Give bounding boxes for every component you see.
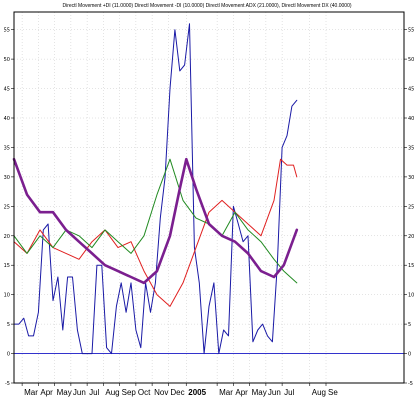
y-tick-label-right: 55	[408, 28, 414, 34]
y-tick-label-right: -5	[408, 381, 413, 387]
y-tick-label-left: 40	[4, 116, 10, 122]
x-tick-label: Se	[328, 388, 338, 397]
y-tick-label-left: 5	[7, 322, 10, 328]
y-tick-label-right: 30	[408, 175, 414, 181]
x-tick-label: Aug	[105, 388, 119, 397]
y-tick-label-left: 30	[4, 175, 10, 181]
chart-title: Directl Movement +DI (11.0000) Directl M…	[62, 3, 351, 9]
y-tick-label-left: 15	[4, 263, 10, 269]
y-tick-label-right: 10	[408, 293, 414, 299]
series-lines	[12, 23, 299, 355]
x-tick-label: Jun	[268, 388, 281, 397]
x-tick-label: May	[252, 388, 267, 397]
x-tick-label: Apr	[235, 388, 248, 397]
x-tick-label: Apr	[40, 388, 53, 397]
y-axis-left: -5 0 5 10 15 20 25 30 35 40 45 50 55	[4, 28, 14, 387]
y-tick-label-right: 40	[408, 116, 414, 122]
x-tick-label: Mar	[24, 388, 38, 397]
y-tick-label-right: 45	[408, 87, 414, 93]
x-tick-label: Dec	[170, 388, 184, 397]
x-tick-label: Oct	[138, 388, 151, 397]
grid	[14, 12, 404, 384]
y-tick-label-right: 15	[408, 263, 414, 269]
y-tick-label-right: 0	[408, 352, 411, 358]
y-tick-label-left: 45	[4, 87, 10, 93]
y-tick-label-left: 20	[4, 234, 10, 240]
x-tick-label: Jul	[89, 388, 99, 397]
y-tick-label-left: 0	[7, 352, 10, 358]
plot-border	[13, 11, 405, 384]
x-tick-label: Aug	[312, 388, 326, 397]
y-tick-label-left: 25	[4, 204, 10, 210]
series-line-2	[276, 99, 298, 266]
y-tick-label-left: 10	[4, 293, 10, 299]
x-axis: Mar Apr May Jun Jul Aug Sep Oct Nov Dec 2005 Mar Apr…	[21, 383, 338, 397]
x-tick-label: Sep	[122, 388, 137, 397]
y-tick-label-right: 25	[408, 204, 414, 210]
y-tick-label-left: 55	[4, 28, 10, 34]
y-tick-label-right: 50	[408, 57, 414, 63]
series-line-3	[13, 158, 298, 307]
y-tick-label-left: 50	[4, 57, 10, 63]
x-tick-label: Jun	[73, 388, 86, 397]
x-tick-label: Nov	[154, 388, 168, 397]
series-line-5	[12, 157, 299, 285]
y-tick-label-left: -5	[5, 381, 10, 387]
series-line-4	[13, 158, 298, 284]
y-axis-right: -5 0 5 10 15 20 25 30 35 40 45 50 55	[404, 28, 414, 387]
x-tick-label: Mar	[219, 388, 233, 397]
x-tick-label: 2005	[188, 388, 206, 397]
y-tick-label-right: 5	[408, 322, 411, 328]
x-tick-label: Jul	[284, 388, 294, 397]
x-tick-label: May	[57, 388, 72, 397]
y-tick-label-right: 35	[408, 145, 414, 151]
y-tick-label-right: 20	[408, 234, 414, 240]
plot-frame	[13, 11, 405, 384]
y-tick-label-left: 35	[4, 145, 10, 151]
